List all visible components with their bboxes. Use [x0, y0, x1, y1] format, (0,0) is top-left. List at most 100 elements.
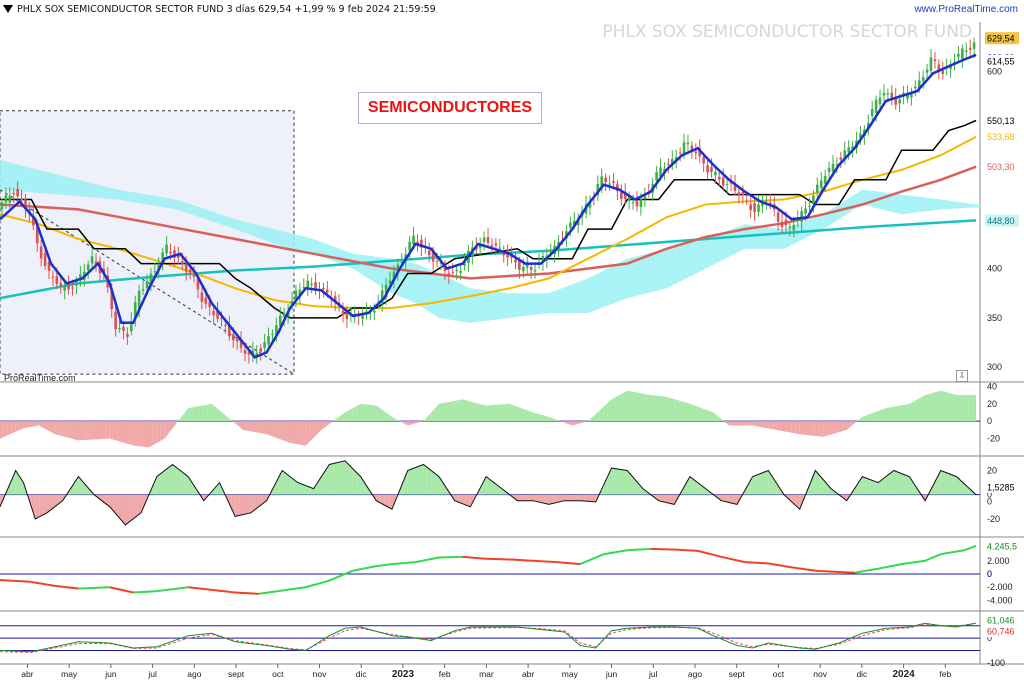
osc-fill: [866, 413, 871, 422]
osc-fill: [50, 421, 55, 435]
dropdown-arrow-icon[interactable]: [3, 5, 13, 13]
osc3-segment: [913, 560, 918, 564]
candle: [929, 48, 933, 76]
osc-fill: [889, 406, 894, 422]
osc-fill: [215, 407, 220, 422]
osc-fill: [192, 406, 196, 422]
svg-text:533,68: 533,68: [987, 132, 1015, 142]
osc-fill: [901, 473, 906, 495]
osc-fill: [356, 472, 361, 495]
osc-fill: [701, 408, 706, 422]
cloud-segment: [611, 262, 620, 305]
osc-fill: [611, 397, 616, 422]
osc-fill: [948, 473, 953, 495]
osc-fill: [423, 416, 428, 422]
osc4-badge-signal: 60,746: [985, 625, 1019, 638]
osc-fill: [960, 480, 965, 495]
osc-fill: [156, 473, 161, 495]
osc-fill: [192, 482, 196, 495]
osc3-segment: [117, 588, 122, 591]
osc-fill: [509, 403, 514, 422]
osc3-segment: [266, 591, 271, 594]
cloud-segment: [635, 254, 643, 297]
osc-fill: [662, 396, 667, 422]
osc2-zero-label: 0: [987, 497, 992, 507]
osc-fill: [658, 494, 663, 502]
prorealtime-brand: ProRealTime.com: [4, 373, 76, 383]
osc-fill: [86, 421, 91, 440]
osc-fill: [917, 397, 922, 422]
candle: [478, 237, 482, 257]
osc-fill: [231, 420, 236, 424]
candle: [827, 161, 831, 181]
osc3-segment: [423, 558, 428, 562]
candle: [314, 273, 317, 296]
candle: [228, 315, 231, 341]
osc-fill: [235, 494, 240, 517]
osc-fill: [799, 421, 804, 435]
osc-fill: [944, 472, 949, 495]
badge-ma-red: 503,30: [987, 162, 1015, 172]
osc3-segment: [858, 570, 863, 574]
osc-fill: [15, 421, 20, 432]
osc-fill: [39, 494, 44, 517]
cloud-segment: [78, 179, 87, 197]
osc-fill: [705, 488, 710, 495]
chart-banner: SEMICONDUCTORES: [358, 92, 542, 124]
cloud-segment: [940, 199, 949, 210]
osc-fill: [815, 421, 820, 437]
price-y-tick: 350: [987, 313, 1002, 323]
osc3-zero-label: 0: [987, 569, 992, 579]
osc-fill: [862, 415, 867, 422]
candle: [4, 187, 8, 209]
osc3-segment: [317, 581, 322, 585]
candle: [0, 198, 4, 219]
osc3-segment: [967, 546, 973, 550]
osc-fill: [913, 482, 918, 495]
osc3-segment: [297, 586, 302, 590]
osc-fill: [90, 421, 95, 440]
osc-fill: [493, 404, 498, 422]
osc-fill: [591, 494, 596, 502]
osc2-line: [0, 460, 977, 526]
osc-fill: [882, 476, 886, 495]
osc-fill: [211, 403, 216, 422]
osc3-segment: [799, 567, 804, 571]
osc3-segment: [46, 583, 52, 587]
osc3-segment: [121, 588, 126, 592]
osc3-segment: [948, 551, 953, 554]
osc-fill: [258, 421, 263, 434]
osc-fill: [764, 470, 769, 495]
osc-fill: [654, 395, 659, 422]
osc-fill: [548, 494, 553, 505]
reference-box: [0, 110, 295, 375]
badge-kijun: 614,55: [985, 54, 1019, 67]
prorealtime-link[interactable]: www.ProRealTime.com: [914, 4, 1018, 15]
osc-fill: [384, 411, 389, 422]
osc-fill: [344, 410, 349, 422]
osc-fill: [70, 421, 75, 440]
osc3-segment: [803, 568, 808, 571]
osc-fill: [635, 392, 639, 422]
svg-text:448,80: 448,80: [987, 216, 1015, 226]
cloud-segment: [689, 240, 698, 277]
osc3-segment: [274, 590, 279, 593]
osc-fill: [490, 404, 494, 422]
osc-fill: [168, 464, 173, 495]
osc-fill: [560, 494, 565, 502]
osc3-segment: [705, 551, 710, 555]
osc3-segment: [736, 559, 742, 563]
cloud-segment: [188, 203, 196, 216]
candle: [847, 139, 850, 160]
candle: [192, 266, 196, 283]
osc3-segment: [787, 565, 793, 569]
osc3-segment: [340, 573, 346, 577]
cloud-segment: [266, 227, 275, 244]
cloud-segment: [705, 236, 714, 269]
osc-fill: [662, 494, 667, 503]
osc-fill: [811, 421, 816, 436]
osc-fill: [619, 469, 624, 495]
candle: [667, 158, 670, 174]
osc-fill: [615, 395, 620, 422]
osc-fill: [525, 494, 530, 501]
